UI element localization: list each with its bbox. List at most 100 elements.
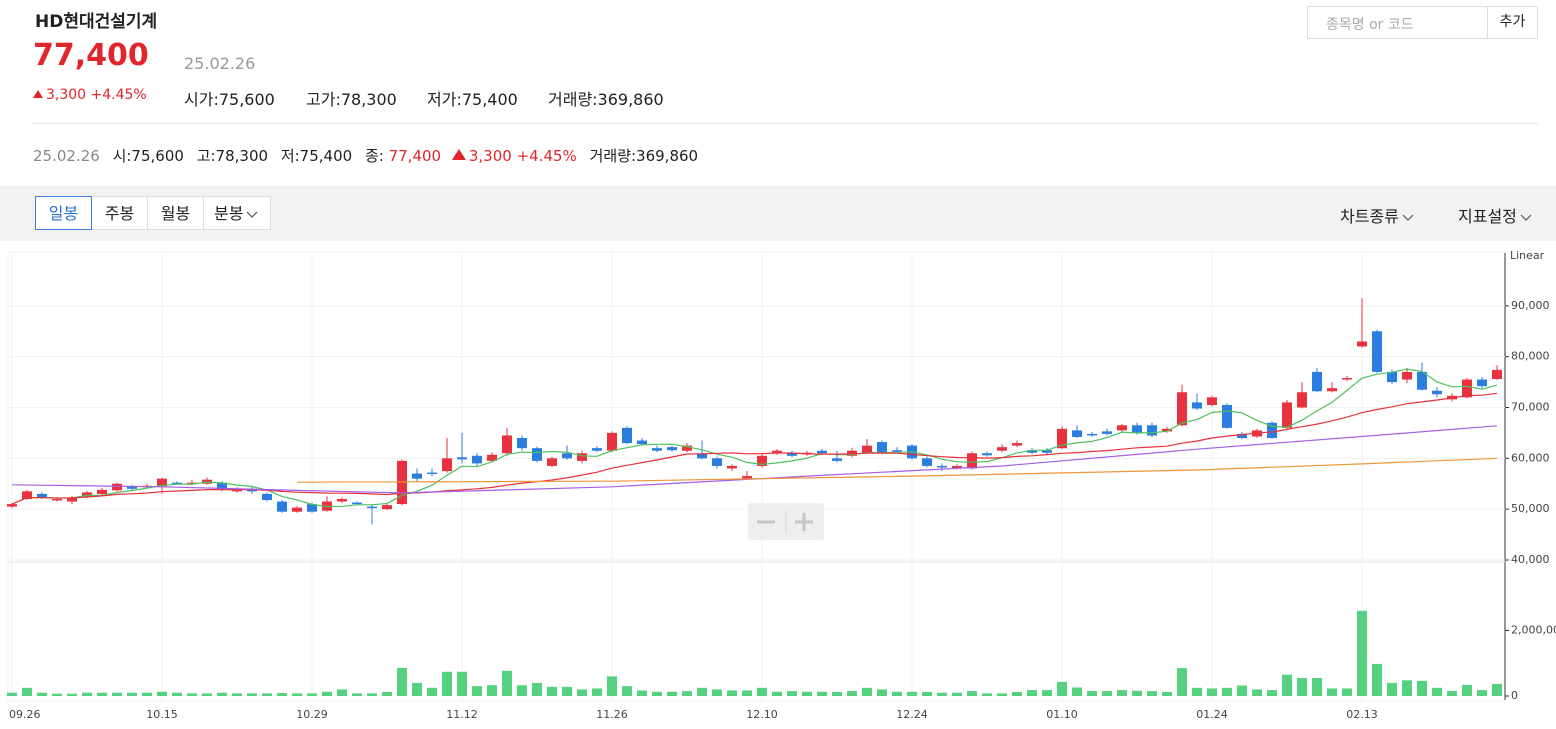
candle-body — [1312, 371, 1322, 392]
volume-bar — [442, 671, 452, 696]
candle-body — [52, 499, 62, 501]
candle-body — [172, 482, 182, 485]
detail-date: 25.02.26 — [33, 147, 100, 165]
stat: 시가:75,600 — [184, 90, 275, 109]
detail-close: 77,400 — [388, 147, 442, 165]
candle-body — [592, 448, 602, 451]
add-button[interactable]: 추가 — [1487, 6, 1538, 39]
x-tick-label: 12.24 — [896, 708, 928, 721]
volume-bar — [1117, 690, 1127, 696]
volume-bar — [322, 691, 332, 696]
volume-bar — [82, 692, 92, 696]
volume-bar — [142, 692, 152, 696]
volume-bar — [907, 691, 917, 696]
candle-body — [562, 453, 572, 459]
volume-bar — [172, 692, 182, 696]
volume-bar — [1492, 683, 1502, 696]
y-tick-label: 90,000 — [1511, 299, 1550, 312]
zoom-control[interactable] — [748, 503, 824, 540]
candle-body — [442, 458, 452, 472]
candle-body — [82, 492, 92, 497]
scale-label: Linear — [1510, 249, 1545, 262]
candle-body — [742, 476, 752, 479]
volume-bar — [1252, 689, 1262, 696]
candle-body — [652, 448, 662, 451]
volume-bar — [1207, 688, 1217, 696]
indicator-menu[interactable]: 지표설정 — [1458, 203, 1532, 227]
volume-bar — [1042, 690, 1052, 696]
candle-body — [307, 504, 317, 512]
candle-body — [7, 504, 17, 507]
stat: 저가:75,400 — [427, 90, 518, 109]
plot-background — [7, 251, 1506, 702]
candle-body — [877, 442, 887, 454]
volume-bar — [247, 693, 257, 696]
candle-body — [1012, 443, 1022, 446]
candle-body — [97, 489, 107, 494]
volume-bar — [982, 693, 992, 696]
search-input[interactable]: 종목명 or 코드 — [1307, 6, 1488, 39]
volume-bar — [682, 691, 692, 696]
volume-bar — [1102, 691, 1112, 696]
volume-bar — [202, 693, 212, 696]
candle-body — [1372, 331, 1382, 372]
menu-label: 차트종류 — [1340, 207, 1399, 226]
volume-bar — [1312, 677, 1322, 696]
volume-bar — [802, 691, 812, 696]
x-tick-label: 10.29 — [296, 708, 328, 721]
volume-bar — [1072, 687, 1082, 696]
volume-bar — [622, 686, 632, 696]
tab[interactable]: 주봉 — [91, 196, 148, 230]
change: 3,300 +4.45% — [33, 87, 147, 103]
tab[interactable]: 일봉 — [35, 196, 92, 230]
candle-body — [1072, 430, 1082, 437]
candle-body — [337, 499, 347, 502]
candle-body — [1132, 425, 1142, 433]
candle-body — [517, 438, 527, 449]
detail-item: 저:75,400 — [280, 147, 353, 165]
change-text: 3,300 +4.45% — [46, 87, 147, 103]
volume-bar — [1162, 692, 1172, 696]
volume-bar — [757, 687, 767, 696]
volume-bar — [847, 691, 857, 696]
candle-body — [1432, 390, 1442, 395]
x-tick-label: 02.13 — [1346, 708, 1378, 721]
candle-body — [367, 506, 377, 509]
candle-body — [1417, 371, 1427, 390]
volume-bar — [217, 692, 227, 696]
candle-body — [487, 454, 497, 461]
candle-body — [262, 493, 272, 501]
divider — [33, 123, 1538, 124]
candle-body — [712, 458, 722, 466]
detail-change-text: 3,300 +4.45% — [468, 147, 577, 165]
stat: 고가:78,300 — [306, 90, 397, 109]
candle-body — [1102, 431, 1112, 434]
tab[interactable]: 월봉 — [147, 196, 204, 230]
candle-body — [997, 447, 1007, 451]
candle-body — [577, 453, 587, 461]
volume-bar — [532, 682, 542, 696]
volume-bar — [157, 691, 167, 696]
long-average — [296, 457, 1498, 483]
candle-body — [682, 445, 692, 451]
volume-bar — [787, 691, 797, 696]
volume-bar — [367, 693, 377, 696]
volume-bar — [52, 693, 62, 696]
volume-bar — [1147, 691, 1157, 696]
volume-bar — [67, 693, 77, 696]
candle-body — [1117, 425, 1127, 431]
candle-body — [1057, 428, 1067, 449]
volume-bar — [1342, 688, 1352, 696]
volume-bar — [562, 686, 572, 696]
volume-bar — [487, 685, 497, 696]
tab[interactable]: 분봉 — [203, 196, 271, 230]
volume-bar — [952, 692, 962, 696]
candle-body — [1027, 450, 1037, 453]
chevron — [1402, 214, 1414, 221]
x-tick-label: 11.12 — [446, 708, 478, 721]
volume-bar — [667, 691, 677, 696]
volume-bar — [592, 688, 602, 696]
chart-type-menu[interactable]: 차트종류 — [1340, 203, 1414, 227]
volume-bar — [1372, 663, 1382, 696]
